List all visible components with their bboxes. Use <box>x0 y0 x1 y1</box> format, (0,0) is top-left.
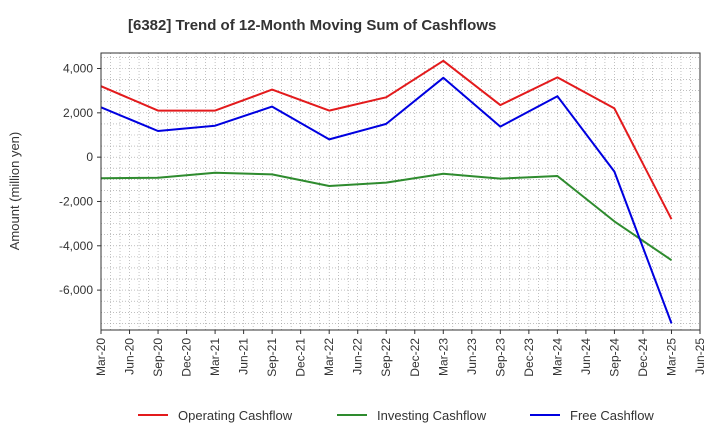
x-tick-label: Mar-23 <box>436 338 450 376</box>
x-tick-label: Mar-25 <box>664 338 678 376</box>
legend-label: Investing Cashflow <box>377 408 487 423</box>
x-tick-label: Sep-20 <box>151 338 165 377</box>
y-axis: 4,000 2,000 0 -2,000 -4,000 -6,000 <box>59 62 101 297</box>
y-axis-label: Amount (million yen) <box>7 132 22 251</box>
grid <box>101 53 700 330</box>
x-axis: Mar-20 Jun-20 Sep-20 Dec-20 Mar-21 Jun-21 Sep-… <box>94 330 707 377</box>
series-line-investing-cashflow <box>100 171 673 262</box>
x-tick-label: Jun-21 <box>237 338 251 375</box>
y-tick-label: -4,000 <box>59 239 93 253</box>
y-tick-label: -2,000 <box>59 194 93 208</box>
plot-area <box>100 52 701 331</box>
x-tick-label: Jun-20 <box>123 338 137 375</box>
x-tick-label: Dec-22 <box>408 338 422 377</box>
series-lines <box>100 59 673 324</box>
y-tick-label: 2,000 <box>63 106 93 120</box>
y-tick-label: -6,000 <box>59 283 93 297</box>
x-tick-label: Jun-24 <box>579 338 593 375</box>
x-tick-label: Sep-24 <box>607 338 621 377</box>
x-tick-label: Dec-23 <box>522 338 536 377</box>
x-tick-label: Sep-22 <box>379 338 393 377</box>
y-tick-label: 0 <box>86 150 93 164</box>
y-tick-label: 4,000 <box>63 62 93 76</box>
chart-title: [6382] Trend of 12-Month Moving Sum of C… <box>128 17 496 34</box>
x-tick-label: Dec-24 <box>636 338 650 377</box>
x-tick-label: Mar-22 <box>322 338 336 376</box>
x-tick-label: Jun-23 <box>465 338 479 375</box>
x-tick-label: Jun-22 <box>351 338 365 375</box>
x-tick-label: Dec-20 <box>180 338 194 377</box>
x-tick-label: Jun-25 <box>693 338 707 375</box>
x-tick-label: Mar-24 <box>550 338 564 376</box>
series-line-free-cashflow <box>100 76 673 324</box>
x-tick-label: Sep-23 <box>493 338 507 377</box>
x-tick-label: Mar-20 <box>94 338 108 376</box>
legend-label: Free Cashflow <box>570 408 654 423</box>
legend: Operating Cashflow Investing Cashflow Free… <box>138 408 654 423</box>
legend-label: Operating Cashflow <box>178 408 293 423</box>
x-tick-label: Mar-21 <box>208 338 222 376</box>
x-tick-label: Sep-21 <box>265 338 279 377</box>
series-line-operating-cashflow <box>100 59 673 220</box>
x-tick-label: Dec-21 <box>294 338 308 377</box>
